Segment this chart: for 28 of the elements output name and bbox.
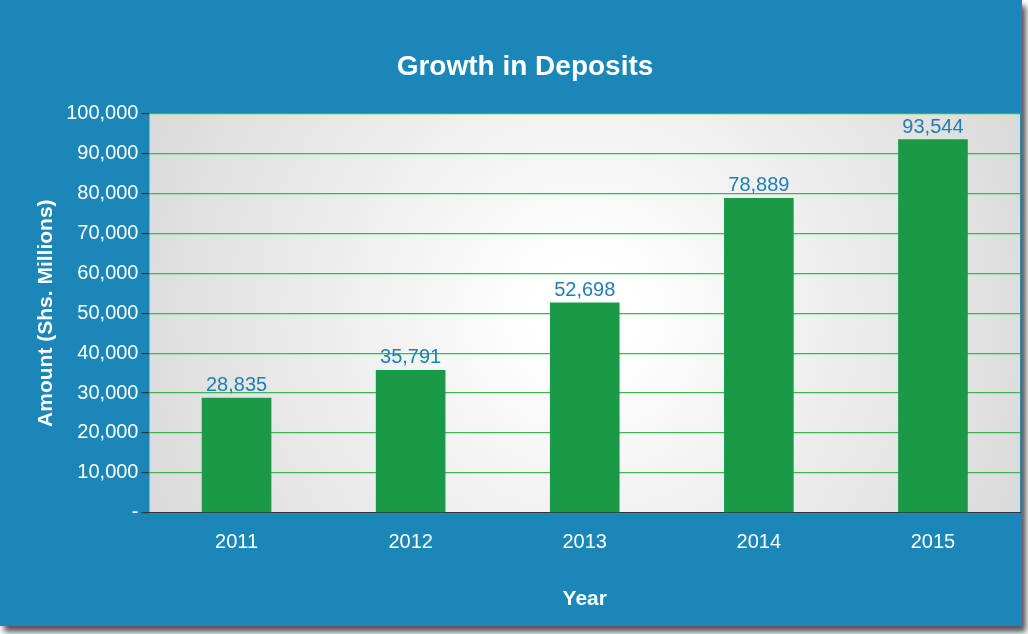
data-label: 78,889 xyxy=(728,173,790,196)
bar xyxy=(375,369,446,513)
y-tick-label: 90,000 xyxy=(77,141,139,164)
x-axis-title: Year xyxy=(562,586,607,610)
chart-title: Growth in Deposits xyxy=(396,49,654,81)
bar xyxy=(724,197,794,513)
y-tick-label: 40,000 xyxy=(77,340,139,363)
x-tick-label: 2012 xyxy=(388,530,433,553)
y-tick-label: 10,000 xyxy=(77,460,139,483)
x-tick-label: 2015 xyxy=(910,530,956,553)
y-tick-label: 70,000 xyxy=(77,220,139,243)
y-tick-label: 50,000 xyxy=(77,300,139,323)
x-tick-label: 2013 xyxy=(562,530,607,553)
bar xyxy=(549,302,620,513)
data-label: 52,698 xyxy=(554,277,616,300)
data-label: 28,835 xyxy=(205,373,268,396)
data-label: 93,544 xyxy=(902,114,964,137)
bar xyxy=(201,397,272,513)
x-tick-label: 2011 xyxy=(215,530,259,553)
y-tick-label: 100,000 xyxy=(66,101,139,124)
y-tick-label: 80,000 xyxy=(77,180,139,203)
x-tick-label: 2014 xyxy=(736,530,782,553)
y-axis-title: Amount (Shs. Millions) xyxy=(33,199,57,427)
bar xyxy=(898,139,968,513)
y-tick-label: 60,000 xyxy=(77,260,139,283)
y-tick-label: 30,000 xyxy=(77,380,139,403)
y-tick-label: 20,000 xyxy=(77,420,139,443)
y-tick-label: - xyxy=(131,500,139,523)
